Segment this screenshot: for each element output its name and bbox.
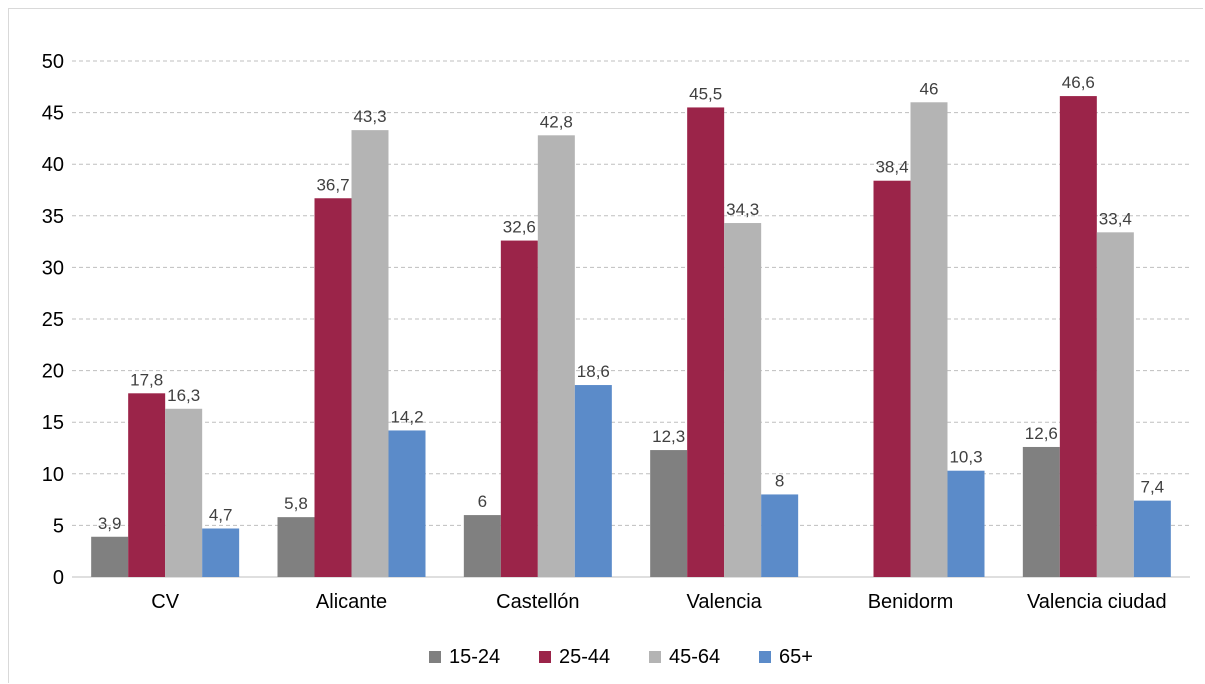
data-label: 12,3 [652, 427, 685, 446]
bar [128, 393, 166, 577]
x-tick-label: CV [151, 591, 179, 613]
data-label: 3,9 [98, 514, 122, 533]
y-tick-label: 10 [42, 464, 64, 486]
data-label: 38,4 [875, 158, 908, 177]
bar [314, 198, 352, 578]
bar [574, 385, 612, 577]
bar [463, 515, 501, 577]
legend-label: 25-44 [559, 646, 610, 668]
bar [500, 240, 538, 577]
data-label: 7,4 [1141, 478, 1165, 497]
bar [910, 102, 948, 577]
bar [91, 536, 129, 577]
data-label: 10,3 [949, 448, 982, 467]
bar [277, 517, 315, 577]
bar [1059, 96, 1097, 577]
x-tick-label: Valencia ciudad [1027, 591, 1167, 613]
y-tick-label: 35 [42, 206, 64, 228]
data-label: 46 [920, 79, 939, 98]
bar [202, 528, 240, 577]
data-label: 4,7 [209, 505, 233, 524]
y-tick-label: 5 [53, 515, 64, 537]
bar [1133, 500, 1171, 577]
data-label: 12,6 [1025, 424, 1058, 443]
x-tick-label: Valencia [687, 591, 763, 613]
bar [650, 450, 688, 577]
data-label: 36,7 [316, 175, 349, 194]
data-label: 5,8 [284, 494, 308, 513]
data-label: 8 [775, 471, 784, 490]
data-label: 43,3 [353, 107, 386, 126]
legend-label: 45-64 [669, 646, 720, 668]
x-tick-label: Castellón [496, 591, 579, 613]
data-label: 34,3 [726, 200, 759, 219]
bar [761, 494, 799, 577]
data-label: 33,4 [1099, 209, 1132, 228]
legend-swatch [649, 651, 661, 663]
bar [351, 130, 389, 578]
legend-swatch [539, 651, 551, 663]
y-tick-label: 45 [42, 103, 64, 125]
chart-frame [8, 8, 1203, 683]
y-tick-label: 20 [42, 361, 64, 383]
y-tick-label: 50 [42, 51, 64, 73]
legend-label: 15-24 [449, 646, 500, 668]
data-label: 32,6 [503, 218, 536, 237]
y-tick-label: 30 [42, 257, 64, 279]
data-label: 14,2 [390, 407, 423, 426]
data-label: 6 [478, 492, 487, 511]
bar [1022, 446, 1060, 577]
data-label: 46,6 [1062, 73, 1095, 92]
bar [724, 223, 762, 578]
data-label: 17,8 [130, 370, 163, 389]
data-label: 45,5 [689, 84, 722, 103]
bar [947, 470, 985, 577]
y-tick-label: 40 [42, 154, 64, 176]
data-label: 16,3 [167, 386, 200, 405]
x-tick-label: Alicante [316, 591, 387, 613]
legend-swatch [759, 651, 771, 663]
data-label: 18,6 [577, 362, 610, 381]
bar [165, 408, 203, 577]
bar [687, 107, 725, 577]
legend-label: 65+ [779, 646, 813, 668]
legend-swatch [429, 651, 441, 663]
x-tick-label: Benidorm [868, 591, 954, 613]
y-tick-label: 25 [42, 309, 64, 331]
bar [388, 430, 426, 577]
bar [537, 135, 575, 577]
bar [1096, 232, 1134, 577]
bar [873, 180, 911, 577]
y-tick-label: 15 [42, 412, 64, 434]
data-label: 42,8 [540, 112, 573, 131]
y-tick-label: 0 [53, 567, 64, 589]
